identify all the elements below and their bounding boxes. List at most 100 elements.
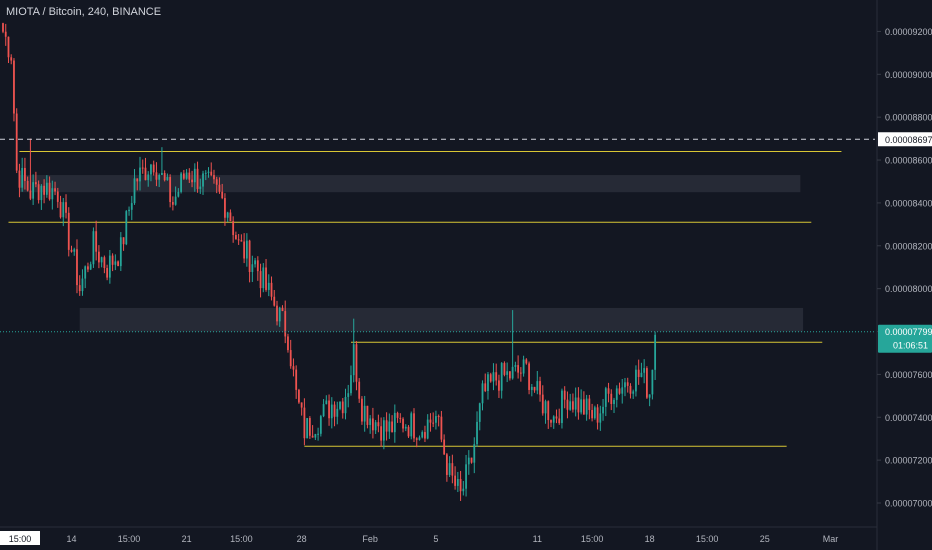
candle-body: [380, 426, 383, 441]
candle-body: [593, 407, 596, 419]
candle-body: [7, 36, 10, 58]
candles-layer: [2, 22, 657, 501]
candle-body: [254, 260, 256, 265]
candle-body: [435, 416, 437, 423]
price-axis[interactable]: 0.00009200 0.00009000 0.00008800 0.00008600…: [876, 0, 932, 550]
candle-body: [424, 432, 426, 439]
candle-body: [147, 174, 150, 181]
candle-body: [478, 403, 481, 422]
candle-body: [243, 241, 246, 259]
candle-body: [355, 344, 358, 382]
price-tick-label: 0.00007600: [885, 370, 932, 380]
candle-body: [92, 231, 95, 265]
candle-body: [226, 212, 229, 218]
candle-body: [399, 417, 402, 419]
candle-body: [404, 426, 407, 429]
time-tick-label: 11: [533, 534, 542, 544]
candle-body: [599, 413, 602, 423]
candle-body: [45, 182, 48, 195]
candle-body: [448, 463, 451, 475]
candle-body: [144, 167, 147, 181]
candle-body: [462, 488, 465, 492]
candle-body: [582, 399, 585, 415]
candle-body: [265, 267, 267, 290]
candle-body: [300, 402, 303, 408]
time-tick-label: Mar: [823, 534, 839, 544]
candle-body: [26, 180, 29, 191]
candle-body: [437, 416, 440, 418]
candle-body: [539, 381, 541, 395]
candle-body: [95, 231, 98, 252]
candle-body: [339, 401, 341, 409]
candle-body: [374, 422, 377, 431]
candle-body: [298, 389, 300, 403]
candle-body: [89, 264, 92, 270]
candle-body: [640, 372, 643, 377]
time-axis[interactable]: 15:00 14 15:00 21 15:00 28 Feb 5 11 15:00 18 15:00 2…: [0, 526, 877, 545]
candle-body: [270, 282, 273, 297]
candle-body: [465, 464, 467, 489]
candle-body: [273, 296, 276, 306]
candle-body: [114, 261, 117, 265]
candle-body: [221, 191, 224, 199]
candle-body: [651, 369, 654, 395]
candle-body: [445, 454, 448, 475]
candle-body: [607, 388, 610, 394]
candle-body: [503, 363, 506, 375]
crosshair-price-label: 0.00008697: [885, 135, 932, 145]
price-tick-label: 0.00008800: [885, 113, 932, 123]
candle-body: [306, 418, 309, 439]
candle-body: [459, 479, 462, 492]
sr-zone: [79, 307, 804, 332]
candle-body: [2, 23, 4, 32]
time-tick-label: 5: [433, 534, 438, 544]
candle-body: [248, 240, 251, 273]
candle-body: [87, 266, 89, 270]
candle-body: [43, 185, 45, 195]
candle-body: [136, 178, 139, 182]
price-tick-label: 0.00008000: [885, 284, 932, 294]
candle-body: [141, 167, 144, 169]
time-tick-label: Feb: [362, 534, 378, 544]
candle-body: [100, 257, 103, 263]
candle-body: [40, 185, 43, 201]
candle-body: [530, 386, 533, 390]
candle-body: [78, 285, 81, 292]
price-tick-label: 0.00008400: [885, 198, 932, 208]
candle-body: [215, 179, 218, 185]
candle-body: [311, 435, 314, 438]
candle-body: [278, 307, 281, 322]
candle-body: [646, 368, 648, 398]
candle-body: [229, 212, 232, 222]
candle-body: [161, 172, 163, 175]
candle-body: [62, 202, 65, 218]
price-tick-label: 0.00007200: [885, 456, 932, 466]
candle-body: [580, 399, 583, 413]
candle-body: [541, 394, 544, 414]
candle-body: [204, 172, 207, 174]
candle-body: [407, 426, 410, 437]
sr-zone: [19, 175, 801, 193]
candle-body: [287, 336, 289, 351]
candle-body: [4, 31, 7, 37]
candle-body: [637, 369, 640, 377]
candle-body: [511, 366, 514, 379]
candle-body: [328, 400, 330, 419]
candle-body: [188, 172, 191, 180]
candle-body: [555, 416, 558, 419]
candle-body: [489, 374, 492, 382]
candle-body: [336, 408, 339, 417]
candle-body: [506, 371, 509, 375]
candle-body: [15, 113, 18, 171]
candle-body: [125, 211, 128, 245]
candle-body: [621, 387, 624, 394]
candle-body: [73, 249, 76, 252]
candle-body: [358, 381, 361, 399]
time-tick-label: 25: [760, 534, 770, 544]
candle-body: [213, 175, 215, 180]
price-tick-label: 0.00007400: [885, 413, 932, 423]
candle-body: [276, 305, 278, 322]
candle-body: [56, 191, 59, 202]
candle-body: [344, 396, 347, 414]
